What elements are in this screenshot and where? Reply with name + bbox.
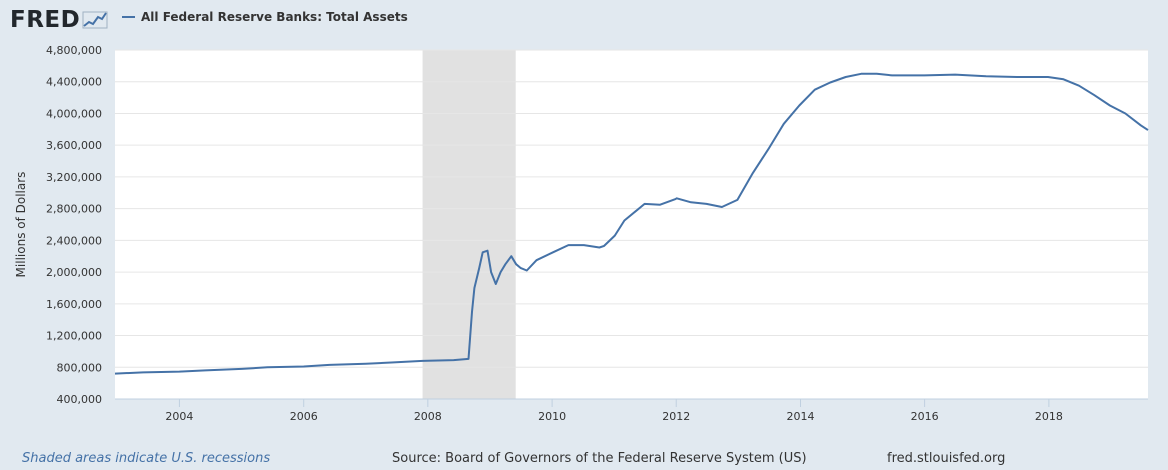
y-tick-label: 1,200,000 (46, 330, 102, 343)
legend-label: All Federal Reserve Banks: Total Assets (141, 10, 408, 24)
x-tick-label: 2014 (786, 410, 814, 423)
x-tick-label: 2018 (1035, 410, 1063, 423)
y-tick-label: 3,600,000 (46, 139, 102, 152)
y-tick-label: 4,400,000 (46, 76, 102, 89)
fred-logo[interactable]: FRED (10, 6, 108, 34)
y-tick-label: 800,000 (57, 361, 103, 374)
y-tick-label: 2,800,000 (46, 203, 102, 216)
series-line (114, 72, 1149, 375)
x-tick-label: 2004 (165, 410, 193, 423)
source-text: Source: Board of Governors of the Federa… (392, 451, 807, 466)
fred-logo-text: FRED (10, 7, 81, 33)
y-tick-label: 2,000,000 (46, 266, 102, 279)
y-tick-label: 4,000,000 (46, 107, 102, 120)
chart-icon (82, 11, 108, 29)
recession-note-link[interactable]: Shaded areas indicate U.S. recessions (22, 451, 271, 466)
x-tick-label: 2010 (538, 410, 566, 423)
y-tick-label: 2,400,000 (46, 234, 102, 247)
chart-legend: All Federal Reserve Banks: Total Assets (122, 10, 408, 24)
y-axis-label: Millions of Dollars (14, 172, 28, 278)
y-tick-label: 3,200,000 (46, 171, 102, 184)
y-tick-label: 1,600,000 (46, 298, 102, 311)
plot-area (115, 50, 1148, 399)
legend-swatch (122, 16, 135, 18)
y-tick-label: 400,000 (57, 393, 103, 406)
x-tick-label: 2006 (290, 410, 318, 423)
x-tick-label: 2008 (414, 410, 442, 423)
x-tick-label: 2016 (911, 410, 939, 423)
site-url[interactable]: fred.stlouisfed.org (887, 451, 1006, 466)
y-tick-label: 4,800,000 (46, 44, 102, 57)
x-tick-label: 2012 (662, 410, 690, 423)
